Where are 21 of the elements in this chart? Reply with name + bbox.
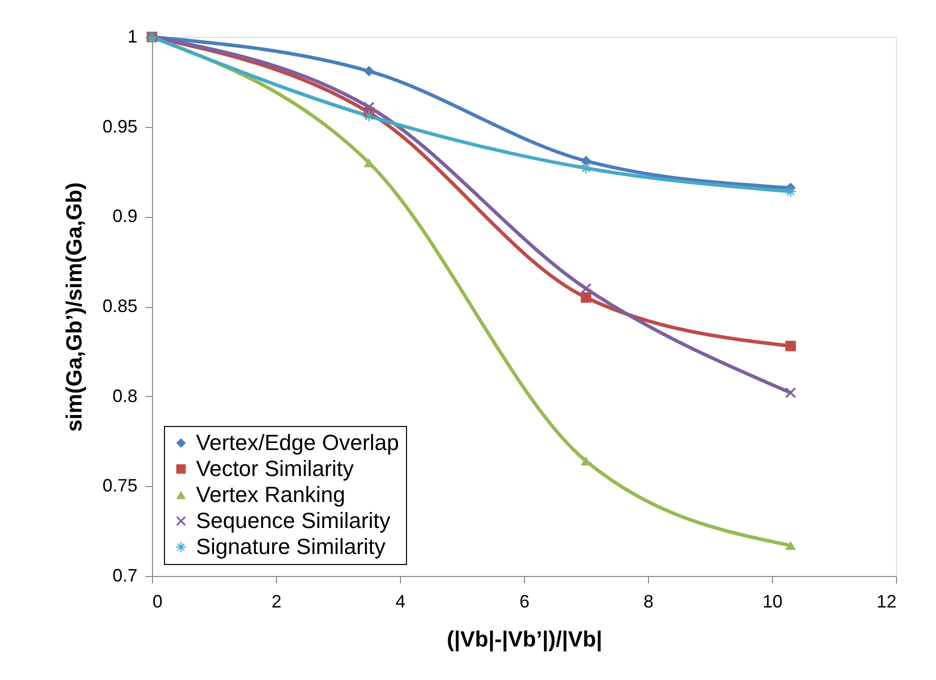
y-tick-label: 0.9 xyxy=(112,206,138,226)
y-tick-label: 0.7 xyxy=(112,566,138,586)
x-tick-label: 4 xyxy=(395,592,406,612)
x-tick-label: 0 xyxy=(152,592,163,612)
y-tick-label: 0.85 xyxy=(102,296,138,316)
y-tick-label: 0.75 xyxy=(102,476,138,496)
legend-label: Vector Similarity xyxy=(196,456,354,481)
legend-label: Vertex/Edge Overlap xyxy=(196,430,400,455)
legend-label: Sequence Similarity xyxy=(196,508,390,533)
legend-label: Vertex Ranking xyxy=(196,482,346,507)
y-axis-title: sim(Ga,Gb’)/sim(Ga,Gb) xyxy=(61,182,86,432)
y-tick-label: 0.8 xyxy=(112,386,138,406)
y-tick-label: 1 xyxy=(127,26,138,46)
x-tick-label: 6 xyxy=(519,592,530,612)
x-axis-title: (|Vb|-|Vb’|)/|Vb| xyxy=(446,626,602,652)
x-tick-label: 2 xyxy=(271,592,282,612)
x-tick-label: 12 xyxy=(876,592,896,612)
x-tick-label: 8 xyxy=(643,592,654,612)
y-tick-label: 0.95 xyxy=(102,116,138,136)
x-tick-label: 10 xyxy=(762,592,783,612)
legend-label: Signature Similarity xyxy=(196,534,386,559)
